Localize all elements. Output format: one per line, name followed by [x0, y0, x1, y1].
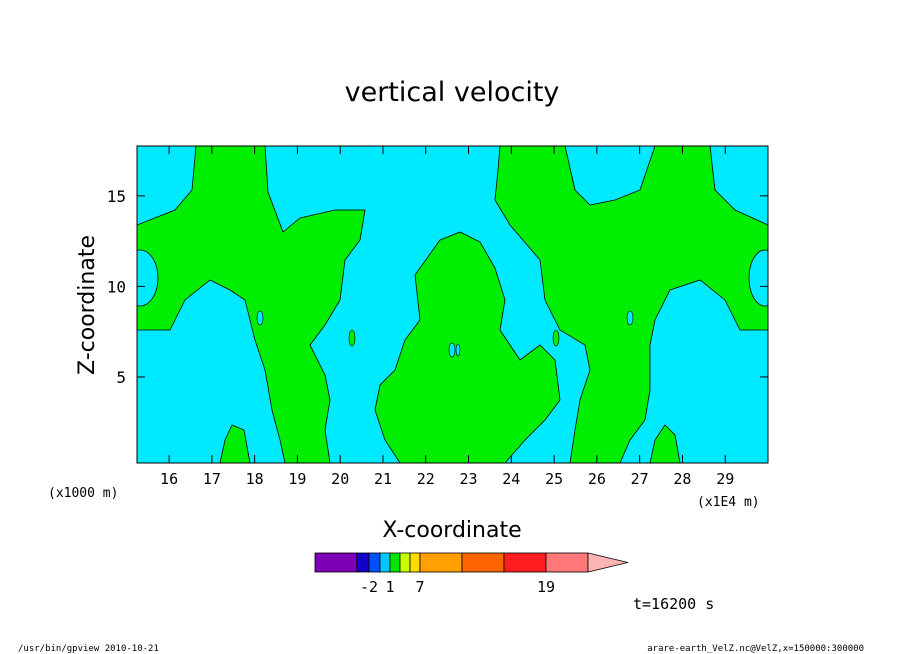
x-tick-label: 20	[331, 470, 349, 488]
x-tick-label: 24	[502, 470, 520, 488]
x-tick-label: 29	[716, 470, 734, 488]
colorbar-segment	[380, 553, 390, 572]
colorbar-segment	[390, 553, 400, 572]
colorbar-segment	[420, 553, 462, 572]
x-tick-label: 23	[460, 470, 478, 488]
contour-island-4	[553, 330, 559, 346]
y-tick-label: 15	[107, 187, 126, 206]
x-tick-label: 21	[374, 470, 392, 488]
contour-island-5	[257, 311, 263, 325]
colorbar-segment	[504, 553, 546, 572]
chart-title: vertical velocity	[345, 77, 560, 108]
colorbar-label: 7	[415, 578, 424, 596]
y-tick-label: 5	[116, 368, 126, 387]
x-tick-label: 19	[288, 470, 306, 488]
contour-region-cyan-leftedge	[122, 250, 158, 306]
colorbar-segment	[546, 553, 588, 572]
colorbar-segment	[369, 553, 380, 572]
contour-region-cyan-rightedge	[749, 250, 781, 306]
x-tick-label: 17	[203, 470, 221, 488]
colorbar-segment	[400, 553, 410, 572]
x-axis-unit: (x1E4 m)	[697, 495, 760, 510]
x-tick-label: 27	[631, 470, 649, 488]
x-tick-label: 25	[545, 470, 563, 488]
contour-island-1	[449, 343, 455, 357]
colorbar-label: -2	[360, 578, 378, 596]
y-axis-unit: (x1000 m)	[48, 486, 118, 501]
x-tick-label: 18	[246, 470, 264, 488]
colorbar-segment	[410, 553, 420, 572]
colorbar-segment	[357, 553, 369, 572]
contour-island-3	[349, 330, 355, 346]
y-tick-label: 10	[107, 277, 126, 296]
colorbar-segment	[315, 553, 357, 572]
time-label: t=16200 s	[633, 595, 714, 613]
colorbar-label: 19	[537, 578, 555, 596]
x-tick-label: 28	[673, 470, 691, 488]
x-tick-label: 16	[160, 470, 178, 488]
x-tick-label: 22	[417, 470, 435, 488]
colorbar-segment	[462, 553, 504, 572]
contour-island-6	[627, 311, 633, 325]
contour-island-2	[456, 344, 460, 356]
colorbar: -2 1 7 19	[315, 553, 628, 596]
x-axis-title: X-coordinate	[382, 518, 521, 543]
y-axis-title: Z-coordinate	[75, 235, 100, 375]
footer-program: /usr/bin/gpview 2010-10-21	[18, 644, 159, 654]
colorbar-label: 1	[385, 578, 394, 596]
x-tick-label: 26	[588, 470, 606, 488]
plot-area	[122, 146, 781, 463]
colorbar-arrow	[588, 553, 628, 572]
footer-source: arare-earth_VelZ.nc@VelZ,x=150000:300000	[647, 644, 864, 654]
